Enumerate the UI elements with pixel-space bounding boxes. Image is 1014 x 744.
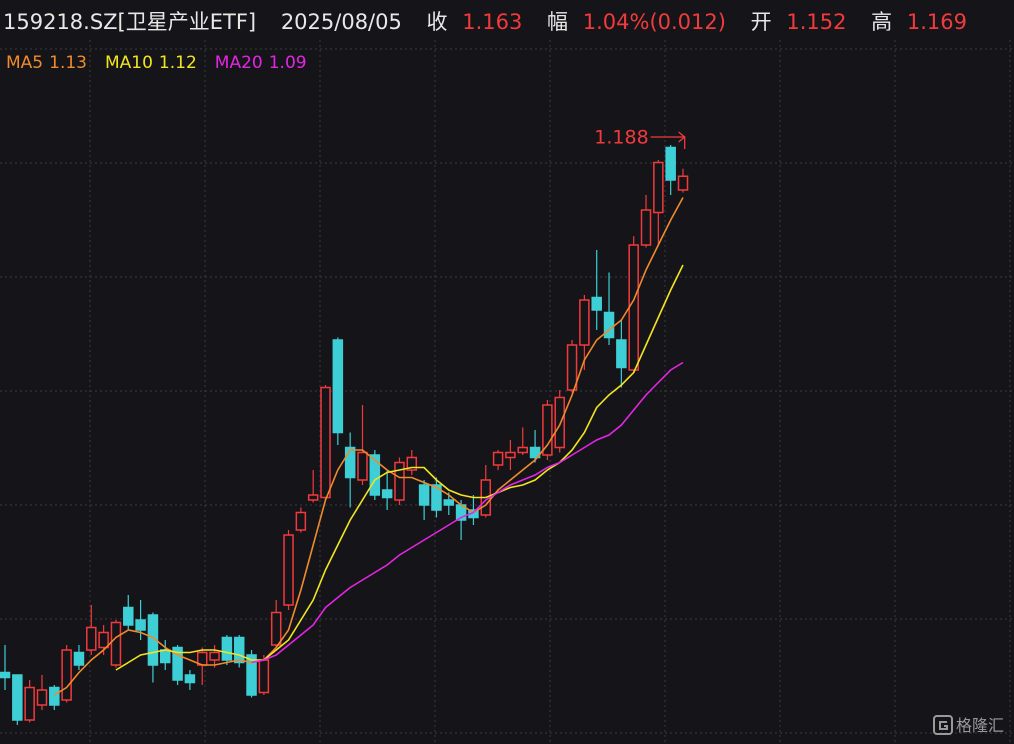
open-label: 开 [751, 10, 772, 34]
watermark-icon [933, 715, 953, 735]
watermark-icon [939, 721, 948, 730]
candle-body [36, 689, 48, 706]
candle-body [283, 534, 294, 606]
symbol: 159218.SZ[卫星产业ETF] [3, 10, 256, 34]
candle-body [344, 446, 356, 479]
open-value: 1.152 [786, 10, 846, 34]
candle-body [394, 461, 405, 501]
candle-body [529, 446, 541, 459]
watermark: 格隆汇 [933, 715, 1004, 735]
high-value: 1.169 [907, 10, 967, 34]
candle-body [307, 494, 319, 501]
candle-body [665, 146, 676, 181]
candle-body [332, 339, 344, 434]
candle-body [381, 489, 393, 499]
candle-body [49, 686, 60, 706]
candle-body [209, 651, 220, 661]
candle-body [369, 454, 381, 496]
candle-body [295, 511, 307, 531]
candle-body [406, 456, 418, 471]
candle-body [418, 484, 430, 506]
candle-body [73, 651, 85, 666]
candle-body [320, 386, 331, 499]
candle-body [98, 631, 109, 649]
candle-body [579, 299, 590, 346]
candle-body [110, 621, 122, 666]
candle-body [123, 606, 134, 626]
legend-value: 1.12 [159, 53, 197, 73]
candle-body [492, 451, 504, 466]
candle-body [591, 296, 602, 311]
candle-body [653, 161, 664, 214]
candle-body [357, 451, 368, 481]
candle-body [147, 614, 159, 666]
candle-body [24, 686, 35, 721]
ma-line [115, 264, 684, 671]
candle-body [554, 396, 565, 449]
date: 2025/08/05 [281, 10, 402, 34]
legend: MA5 1.13 MA10 1.12 MA20 1.09 [6, 53, 307, 73]
ma-line [251, 361, 684, 664]
candle-body [270, 611, 282, 646]
legend-name: MA20 [215, 53, 263, 73]
candle-body [184, 674, 196, 684]
candle-body [616, 339, 627, 369]
candle-body [160, 649, 171, 664]
candle-body [542, 404, 553, 456]
candle-body [603, 311, 615, 339]
candle-body [233, 636, 245, 664]
legend-name: MA10 [105, 53, 153, 73]
candle-body [0, 671, 11, 679]
legend-name: MA5 [6, 53, 43, 73]
watermark-text: 格隆汇 [956, 716, 1004, 735]
candle-body [628, 244, 639, 371]
candle-body [61, 649, 72, 701]
candle-body [431, 484, 442, 511]
candle-body [135, 619, 146, 631]
candle-body [443, 499, 455, 506]
annotation-arrow [650, 131, 686, 149]
high-label: 高 [871, 10, 892, 34]
candle-body [221, 636, 233, 661]
plot: 1.188 [0, 127, 689, 725]
candle-body [246, 654, 257, 696]
legend-value: 1.13 [49, 53, 87, 73]
candle-body [172, 646, 183, 681]
close-label: 收 [427, 10, 448, 34]
header: 159218.SZ[卫星产业ETF] 2025/08/05 收 1.163 幅 … [3, 10, 967, 34]
candle-body [566, 344, 578, 391]
grid [0, 40, 1014, 744]
close-value: 1.163 [462, 10, 522, 34]
candle-body [12, 674, 23, 721]
candle-body [517, 446, 528, 454]
legend-value: 1.09 [269, 53, 307, 73]
candle-body [640, 209, 652, 246]
change-label: 幅 [547, 10, 568, 34]
ma-line [53, 197, 684, 696]
candle-body [86, 626, 97, 651]
candle-body [505, 451, 516, 459]
candle-body [677, 175, 689, 191]
change-value: 1.04%(0.012) [583, 10, 726, 34]
candle-body [258, 659, 270, 694]
annotation-text: 1.188 [594, 127, 648, 149]
